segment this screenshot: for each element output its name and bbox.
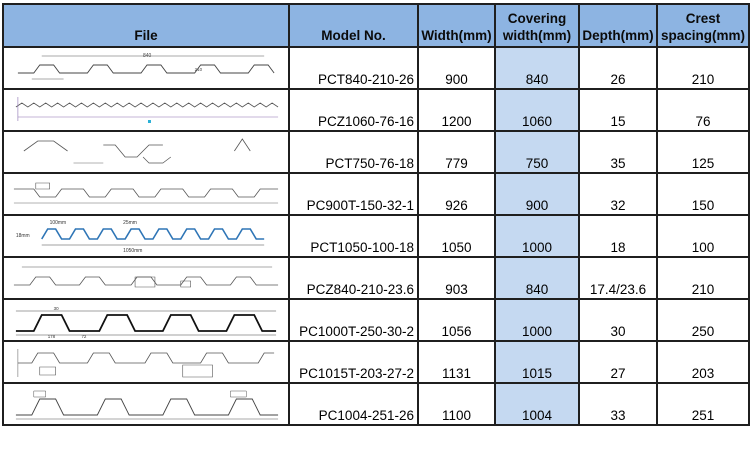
header-file: File <box>2 3 290 48</box>
product-spec-table: File Model No. Width(mm) Covering width(m… <box>2 3 750 426</box>
trapezoid-profile-drawing-icon <box>4 175 288 213</box>
drawing-depth-label: 25mm <box>123 220 137 226</box>
header-covering: Covering width(mm) <box>494 3 580 48</box>
width-cell: 903 <box>417 256 496 300</box>
width-cell: 1100 <box>417 382 496 426</box>
table-row: PCZ840-210-23.6 903 840 17.4/23.6 210 <box>2 256 750 300</box>
depth-cell: 26 <box>578 46 658 90</box>
drawing-crest-label: 210 <box>195 67 203 72</box>
crest-cell: 210 <box>656 46 750 90</box>
header-crest-line2: spacing(mm) <box>660 28 745 43</box>
covering-cell: 1000 <box>494 214 580 258</box>
model-cell: PC900T-150-32-1 <box>288 172 419 216</box>
file-cell[interactable] <box>2 382 290 426</box>
drawing-seg-a-label: 178 <box>48 334 56 339</box>
crest-cell: 250 <box>656 298 750 342</box>
crest-cell: 76 <box>656 88 750 132</box>
width-cell: 1056 <box>417 298 496 342</box>
header-crest-line1: Crest <box>685 11 721 26</box>
drawing-height-label: 18mm <box>16 233 30 239</box>
covering-cell: 750 <box>494 130 580 174</box>
model-cell: PCT750-76-18 <box>288 130 419 174</box>
corrugated-profile-drawing-icon <box>4 91 288 123</box>
table-row: PCT750-76-18 779 750 35 125 <box>2 130 750 174</box>
covering-cell: 1060 <box>494 88 580 132</box>
width-cell: 779 <box>417 130 496 174</box>
width-cell: 926 <box>417 172 496 216</box>
covering-cell: 1000 <box>494 298 580 342</box>
drawing-dim-label: 840 <box>143 53 151 59</box>
model-cell: PC1004-251-26 <box>288 382 419 426</box>
crest-cell: 251 <box>656 382 750 426</box>
model-cell: PCZ840-210-23.6 <box>288 256 419 300</box>
covering-cell: 1015 <box>494 340 580 384</box>
header-crest: Crest spacing(mm) <box>656 3 750 48</box>
table-row: 30 178 72 PC1000T-250-30-2 1056 1000 30 … <box>2 298 750 342</box>
crest-cell: 125 <box>656 130 750 174</box>
crest-cell: 100 <box>656 214 750 258</box>
trapezoid-profile-drawing-icon <box>4 385 288 423</box>
trapezoid-profile-drawing-icon <box>4 343 288 381</box>
file-cell[interactable] <box>2 88 290 132</box>
model-cell: PC1015T-203-27-2 <box>288 340 419 384</box>
header-covering-line1: Covering <box>507 11 567 26</box>
covering-cell: 1004 <box>494 382 580 426</box>
table-row: 100mm 25mm 18mm 1050mm PCT1050-100-18 10… <box>2 214 750 258</box>
table-row: PC1004-251-26 1100 1004 33 251 <box>2 382 750 426</box>
width-cell: 1131 <box>417 340 496 384</box>
model-cell: PCT1050-100-18 <box>288 214 419 258</box>
crest-cell: 203 <box>656 340 750 384</box>
crest-cell: 150 <box>656 172 750 216</box>
depth-cell: 17.4/23.6 <box>578 256 658 300</box>
drawing-top-label: 30 <box>54 306 59 311</box>
table-row: PC1015T-203-27-2 1131 1015 27 203 <box>2 340 750 384</box>
trapezoid-profile-drawing-icon: 840 210 <box>4 53 288 87</box>
header-width: Width(mm) <box>417 3 496 48</box>
model-cell: PC1000T-250-30-2 <box>288 298 419 342</box>
drawing-top-label: 100mm <box>50 220 67 226</box>
header-covering-line2: width(mm) <box>502 28 572 43</box>
width-cell: 900 <box>417 46 496 90</box>
wave-profile-drawing-icon: 100mm 25mm 18mm 1050mm <box>16 220 288 254</box>
model-cell: PCZ1060-76-16 <box>288 88 419 132</box>
header-depth: Depth(mm) <box>578 3 658 48</box>
table-row: 840 210 PCT840-210-26 900 840 26 210 <box>2 46 750 90</box>
file-cell[interactable]: 30 178 72 <box>2 298 290 342</box>
file-cell[interactable]: 100mm 25mm 18mm 1050mm <box>2 214 290 258</box>
crest-cell: 210 <box>656 256 750 300</box>
file-cell[interactable]: 840 210 <box>2 46 290 90</box>
trapezoid-profile-drawing-icon <box>4 259 288 297</box>
depth-cell: 30 <box>578 298 658 342</box>
drawing-total-label: 1050mm <box>123 248 142 254</box>
model-cell: PCT840-210-26 <box>288 46 419 90</box>
depth-cell: 27 <box>578 340 658 384</box>
table-row: PC900T-150-32-1 926 900 32 150 <box>2 172 750 216</box>
depth-cell: 35 <box>578 130 658 174</box>
depth-cell: 18 <box>578 214 658 258</box>
drawing-seg-b-label: 72 <box>81 334 86 339</box>
file-cell[interactable] <box>2 172 290 216</box>
width-cell: 1050 <box>417 214 496 258</box>
file-cell[interactable] <box>2 130 290 174</box>
width-cell: 1200 <box>417 88 496 132</box>
header-model: Model No. <box>288 3 419 48</box>
depth-cell: 33 <box>578 382 658 426</box>
trapezoid-detail-drawing-icon <box>4 133 288 171</box>
table-row: PCZ1060-76-16 1200 1060 15 76 <box>2 88 750 132</box>
covering-cell: 840 <box>494 256 580 300</box>
depth-cell: 32 <box>578 172 658 216</box>
file-cell[interactable] <box>2 340 290 384</box>
covering-cell: 840 <box>494 46 580 90</box>
file-cell[interactable] <box>2 256 290 300</box>
depth-cell: 15 <box>578 88 658 132</box>
trapezoid-profile-drawing-icon: 30 178 72 <box>4 306 288 339</box>
covering-cell: 900 <box>494 172 580 216</box>
header-row: File Model No. Width(mm) Covering width(m… <box>2 3 750 48</box>
